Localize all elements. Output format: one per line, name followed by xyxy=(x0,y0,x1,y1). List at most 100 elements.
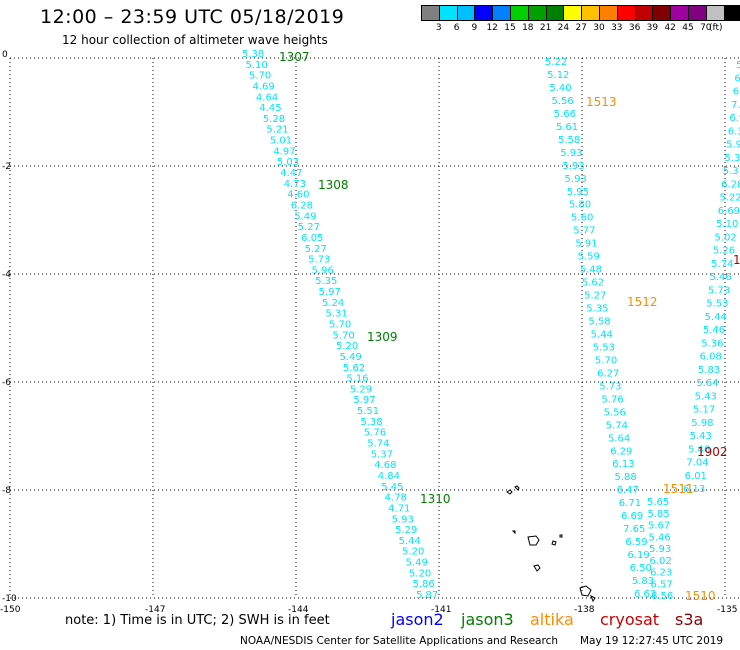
track-value: 5.86 xyxy=(413,579,435,590)
island-outline xyxy=(590,594,596,603)
pass-label: 1512 xyxy=(627,295,658,309)
scale-unit: (ft) xyxy=(709,23,723,33)
track-value: 5.44 xyxy=(399,536,421,547)
track-value: 5.74 xyxy=(606,420,628,431)
scale-swatch xyxy=(653,6,672,20)
track-value: 6.27 xyxy=(597,368,619,379)
color-scale: 70 45 42 39 36 33 30 27 24 21 18 15 12 9 6 3 (ft) xyxy=(421,5,740,35)
track-value: 5.36 xyxy=(701,338,723,349)
track-value: 5.49 xyxy=(339,352,361,363)
lat-tick-label: -10 xyxy=(2,594,17,604)
track-value: 5.21 xyxy=(266,125,288,136)
track-value: 5.51 xyxy=(357,406,379,417)
track-value: 5.53 xyxy=(593,342,615,353)
track-value: 5.35 xyxy=(586,304,608,315)
legend-s3a: s3a xyxy=(675,610,704,629)
track-value: 4.68 xyxy=(374,460,396,471)
lon-tick-label: -141 xyxy=(431,605,451,615)
scale-label: 6 xyxy=(453,23,460,33)
pass-label: 1 xyxy=(733,253,740,267)
track-value: 5.17 xyxy=(693,405,715,416)
track-value: 4.60 xyxy=(287,190,309,201)
track-value: 5.99 xyxy=(726,140,740,151)
track-value: 5.61 xyxy=(556,122,578,133)
track-value: 6.13 xyxy=(612,459,634,470)
scale-swatch xyxy=(582,6,600,20)
scale-swatch xyxy=(457,6,476,20)
track-value: 5.74 xyxy=(711,259,733,270)
lon-tick-label: -147 xyxy=(145,605,165,615)
track-value: 5.73 xyxy=(708,285,730,296)
track-value: 5.88 xyxy=(614,472,636,483)
track-value: 5.35 xyxy=(315,276,337,287)
track-value: 6.47 xyxy=(617,485,639,496)
scale-swatch xyxy=(564,6,583,20)
track-value: 5.53 xyxy=(706,299,728,310)
scale-swatch xyxy=(510,6,529,20)
track-value: 6.63 xyxy=(634,589,656,600)
track-value: 5.70 xyxy=(249,71,271,82)
track-value: 6. xyxy=(734,73,740,84)
track-value: 5.44 xyxy=(705,312,727,323)
track-value: 5.24 xyxy=(322,298,344,309)
pass-label: 1510 xyxy=(685,589,716,603)
scale-label: 42 xyxy=(664,23,676,33)
track-value: 4.45 xyxy=(259,103,281,114)
scale-swatch xyxy=(439,6,458,20)
track-value: 5.43 xyxy=(690,431,712,442)
track-value: 5.70 xyxy=(595,355,617,366)
track-value: 5.93 xyxy=(565,174,587,185)
track-value: 5.43 xyxy=(695,391,717,402)
island-outline xyxy=(511,530,516,535)
track-value: 6.19 xyxy=(627,550,649,561)
lon-tick-label: -138 xyxy=(574,605,595,615)
track-value: 5.46 xyxy=(710,272,732,283)
track-value: 6.69 xyxy=(621,511,643,522)
track-value: 5.76 xyxy=(601,394,623,405)
scale-label: 36 xyxy=(628,23,641,33)
track-value: 5.73 xyxy=(308,255,330,266)
scale-swatch xyxy=(671,6,689,20)
pass-label: 1310 xyxy=(420,492,451,506)
track-value: 5.97 xyxy=(353,395,375,406)
track-value: 4.84 xyxy=(378,471,400,482)
island-outline xyxy=(514,485,520,491)
track-value: 5.28 xyxy=(263,114,285,125)
scale-swatch xyxy=(493,6,511,20)
track-value: 5.31 xyxy=(326,309,348,320)
lon-tick-label: -135 xyxy=(717,605,737,615)
lat-tick-label: 0 xyxy=(2,50,8,60)
track-value: 5.91 xyxy=(575,239,597,250)
scale-swatch xyxy=(706,6,725,20)
track-value: 6.57 xyxy=(651,579,673,590)
footer-credit: NOAA/NESDIS Center for Satellite Applica… xyxy=(240,635,558,647)
track-value: 5.10 xyxy=(245,60,267,71)
track-value: 5.26 xyxy=(713,246,735,257)
lat-tick-label: -8 xyxy=(2,486,11,496)
track-value: 5.93 xyxy=(560,148,582,159)
legend-jason3: jason3 xyxy=(461,610,514,629)
track-value: 5.70 xyxy=(332,330,354,341)
lat-tick-label: -4 xyxy=(2,270,11,280)
track-value: 5.96 xyxy=(312,265,334,276)
track-value: 6.08 xyxy=(700,352,722,363)
track-value: 5.31 xyxy=(723,166,740,177)
track-value: 5.45 xyxy=(381,482,403,493)
track-value: 4.97 xyxy=(273,146,295,157)
track-value: 4.64 xyxy=(256,92,278,103)
scale-label: 70 xyxy=(700,23,712,33)
track-value: 5.01 xyxy=(270,136,292,147)
track-value: 5.70 xyxy=(329,320,351,331)
track-value: 5.44 xyxy=(591,329,613,340)
scale-label: 3 xyxy=(435,23,442,33)
island-outline xyxy=(559,534,563,538)
scale-label: 24 xyxy=(557,23,570,33)
track-value: 6.28 xyxy=(721,179,740,190)
track-value: 5.38 xyxy=(360,417,382,428)
track-value: 5.83 xyxy=(632,576,654,587)
track-value: 5.20 xyxy=(409,568,431,579)
track-value: 6. xyxy=(733,87,740,98)
track-value: 5.62 xyxy=(582,278,604,289)
scale-label: 9 xyxy=(471,23,478,33)
